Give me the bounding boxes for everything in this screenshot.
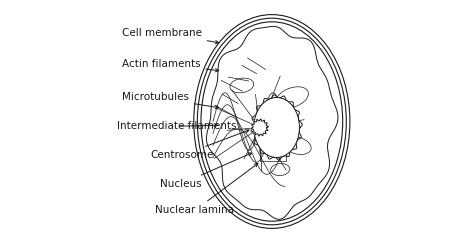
Text: Intermediate filaments: Intermediate filaments [117,121,237,131]
Polygon shape [251,119,268,136]
Text: Nuclear lamina: Nuclear lamina [155,164,258,215]
Bar [260,149,286,161]
Text: Cell membrane: Cell membrane [122,28,219,44]
Text: Centrosome: Centrosome [151,130,249,160]
Text: Nucleus: Nucleus [160,153,252,189]
Ellipse shape [254,97,300,157]
Text: Microtubules: Microtubules [122,93,219,109]
Text: Actin filaments: Actin filaments [122,59,219,72]
